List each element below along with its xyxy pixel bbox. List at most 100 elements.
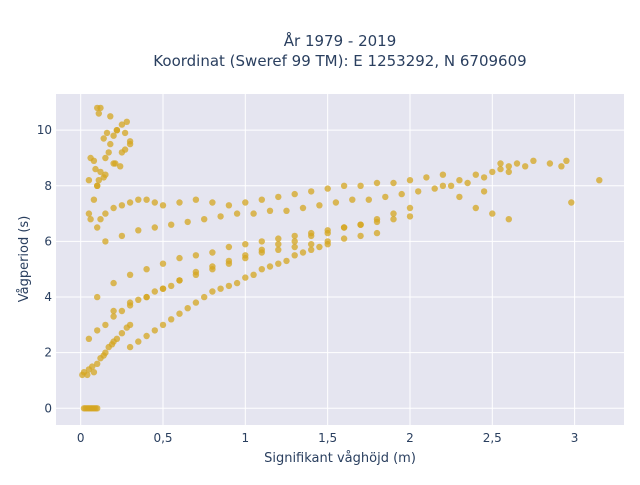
data-point [121, 129, 129, 137]
data-point [85, 210, 93, 217]
data-point [159, 321, 167, 329]
data-point [121, 146, 129, 153]
data-point [299, 249, 307, 256]
grid-lines [56, 94, 624, 425]
data-point [275, 260, 282, 267]
data-point [415, 188, 422, 195]
data-point [113, 335, 121, 342]
data-point [546, 160, 554, 167]
data-point [110, 313, 117, 320]
x-axis-ticks: 0 0,5 1 1,5 2 2,5 3 [77, 431, 579, 445]
data-point [110, 307, 117, 315]
data-point [266, 207, 274, 214]
data-point [258, 238, 265, 245]
data-point [105, 149, 112, 156]
data-point [258, 266, 265, 273]
data-point [176, 310, 183, 317]
chart-title-line2: Koordinat (Sweref 99 TM): E 1253292, N 6… [153, 52, 526, 70]
y-tick-label: 6 [44, 234, 52, 248]
x-tick-label: 0 [77, 431, 85, 445]
data-point [113, 127, 121, 134]
data-point [505, 216, 512, 223]
x-axis-title: Signifikant våghöjd (m) [264, 451, 416, 466]
data-point [201, 293, 208, 301]
data-point [85, 177, 93, 184]
data-point [151, 199, 158, 206]
data-point [184, 305, 191, 312]
data-point [332, 199, 340, 206]
data-point [102, 210, 109, 217]
data-point [209, 199, 216, 206]
y-axis-ticks: 0 2 4 6 8 10 [37, 123, 52, 415]
data-point [184, 218, 191, 226]
data-point [250, 210, 257, 217]
data-point [497, 160, 504, 167]
data-point [258, 196, 265, 203]
data-point [340, 235, 348, 242]
data-point [242, 199, 249, 206]
data-point [217, 285, 224, 292]
data-point [123, 118, 130, 126]
chart-title-line1: År 1979 - 2019 [284, 31, 397, 50]
data-point [291, 238, 298, 245]
data-point [118, 202, 126, 209]
data-point [489, 210, 496, 217]
data-point [87, 154, 94, 162]
data-point [126, 199, 134, 206]
data-point [439, 182, 447, 189]
data-point [94, 327, 101, 334]
x-tick-label: 0,5 [153, 431, 172, 445]
data-point [324, 185, 331, 192]
data-point [209, 249, 216, 256]
data-point [192, 252, 200, 259]
data-point [118, 307, 126, 315]
data-point [472, 204, 479, 212]
data-point [151, 288, 158, 295]
x-tick-label: 1 [242, 431, 250, 445]
data-point [406, 213, 414, 220]
data-point [464, 179, 471, 187]
data-point [102, 154, 109, 162]
data-point [505, 168, 512, 176]
data-point [159, 285, 167, 292]
data-point [373, 216, 381, 223]
data-point [373, 229, 381, 237]
data-point [357, 221, 364, 228]
data-point [308, 232, 315, 240]
data-point [225, 202, 233, 209]
data-point [242, 252, 249, 259]
y-tick-label: 0 [44, 401, 52, 415]
data-point [558, 163, 565, 170]
data-point [324, 241, 331, 248]
data-point [390, 216, 397, 223]
data-point [398, 190, 405, 198]
data-point [406, 204, 414, 212]
data-point [406, 177, 414, 184]
data-point [480, 174, 488, 181]
data-point [283, 257, 290, 265]
data-point [201, 216, 208, 223]
data-point [143, 332, 150, 340]
data-point [107, 140, 114, 148]
data-point [168, 316, 175, 323]
data-point [316, 243, 323, 251]
data-point [258, 246, 265, 253]
data-point [250, 271, 257, 278]
data-point [192, 196, 200, 203]
data-point [176, 277, 183, 284]
data-point [118, 232, 126, 240]
data-point [291, 243, 298, 251]
data-point [283, 207, 290, 214]
data-point [596, 177, 603, 184]
y-tick-label: 10 [37, 123, 52, 137]
data-point [126, 299, 134, 306]
data-point [480, 188, 488, 195]
data-point [103, 129, 111, 137]
data-point [382, 193, 389, 201]
data-point [159, 202, 167, 209]
data-point [275, 193, 282, 201]
data-point [308, 246, 315, 253]
data-point [90, 369, 98, 376]
data-point [102, 238, 109, 245]
